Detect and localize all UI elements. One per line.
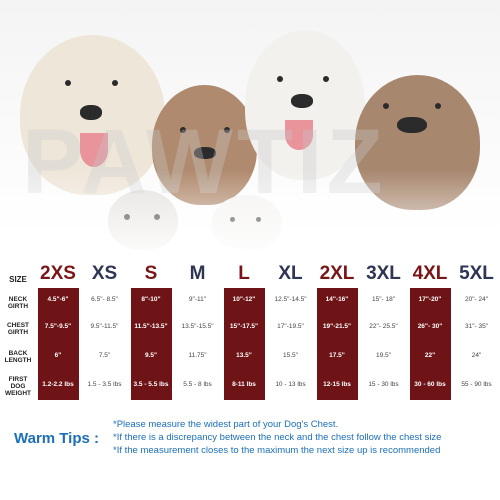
row-label-size: SIZE	[9, 275, 27, 284]
cell-weight: 8-11 lbs	[232, 381, 256, 388]
cell-weight: 15 - 30 lbs	[368, 381, 399, 388]
cell-chest: 19"-21.5"	[322, 323, 352, 330]
cell-back: 22"	[424, 352, 436, 359]
cell-neck: 14"-16"	[325, 296, 349, 303]
cell-weight: 10 - 13 lbs	[275, 381, 306, 388]
size-heading: M	[189, 263, 206, 284]
size-column-highlight	[224, 288, 265, 400]
cell-neck: 15"- 18"	[371, 296, 396, 303]
tip-line: *If the measurement closes to the maximu…	[113, 445, 441, 456]
cell-chest: 17"-19.5"	[277, 323, 304, 330]
size-heading: 2XL	[319, 263, 355, 284]
cell-chest: 13.5"-15.5"	[181, 323, 214, 330]
size-heading: 4XL	[412, 263, 448, 284]
size-column-highlight	[131, 288, 172, 400]
cell-chest: 22"- 25.5"	[369, 323, 398, 330]
cell-neck: 4.5"-6"	[47, 296, 69, 303]
size-column-highlight	[317, 288, 358, 400]
cell-chest: 26"- 30"	[417, 323, 443, 330]
cell-back: 13.5"	[236, 352, 252, 359]
size-heading: 3XL	[366, 263, 401, 284]
size-heading: 5XL	[459, 263, 494, 284]
cell-back: 11.75"	[188, 352, 207, 359]
cell-neck: 17"-20"	[418, 296, 442, 303]
size-column-highlight	[38, 288, 79, 400]
cell-weight: 1.5 - 3.5 lbs	[87, 381, 122, 388]
cell-back: 15.5"	[283, 352, 298, 359]
white-husky-icon	[245, 30, 365, 180]
row-label-weight: FIRST DOG WEIGHT	[5, 376, 31, 397]
cell-chest: 7.5"-9.5"	[44, 323, 72, 330]
cell-neck: 10"-12"	[232, 296, 256, 303]
cell-weight: 5.5 - 8 lbs	[183, 381, 212, 388]
cell-chest: 15"-17.5"	[229, 323, 259, 330]
cell-weight: 3.5 - 5.5 lbs	[133, 381, 169, 388]
cell-back: 6"	[54, 352, 62, 359]
size-heading: XS	[91, 263, 118, 284]
cell-back: 24"	[471, 352, 482, 359]
cell-neck: 20"- 24"	[464, 296, 489, 303]
tip-line: *If there is a discrepancy between the n…	[113, 432, 442, 443]
cell-back: 7.5"	[98, 352, 111, 359]
cell-chest: 9.5"-11.5"	[90, 323, 119, 330]
row-label-chest: CHEST GIRTH	[6, 322, 30, 336]
cell-neck: 12.5"-14.5"	[274, 296, 307, 303]
size-heading: S	[144, 263, 158, 284]
golden-retriever-icon	[20, 35, 165, 195]
cell-back: 9.5"	[144, 352, 158, 359]
cell-weight: 1.2-2.2 lbs	[42, 381, 74, 388]
tip-line: *Please measure the widest part of your …	[113, 419, 339, 430]
row-label-back: BACK LENGTH	[4, 350, 32, 364]
warm-tips-title: Warm Tips :	[14, 430, 100, 447]
size-heading: XL	[278, 263, 303, 284]
cell-weight: 55 - 90 lbs	[461, 381, 492, 388]
dogs-photo: PAWTIZ	[0, 0, 500, 262]
size-heading: L	[238, 263, 250, 284]
cell-neck: 9"-11"	[188, 296, 207, 303]
cell-chest: 11.5"-13.5"	[134, 323, 168, 330]
cell-chest: 31"- 35"	[464, 323, 489, 330]
row-label-neck: NECK GIRTH	[7, 296, 29, 310]
cell-neck: 6.5"- 8.5"	[91, 296, 118, 303]
cell-back: 17.5"	[329, 352, 345, 359]
size-heading: 2XS	[40, 263, 76, 284]
cell-weight: 30 - 60 lbs	[414, 381, 446, 388]
size-column-highlight	[410, 288, 451, 400]
cell-neck: 8"-10"	[141, 296, 161, 303]
photo-fade	[0, 170, 500, 262]
cell-back: 19.5"	[376, 352, 391, 359]
cell-weight: 12-15 lbs	[323, 381, 351, 388]
